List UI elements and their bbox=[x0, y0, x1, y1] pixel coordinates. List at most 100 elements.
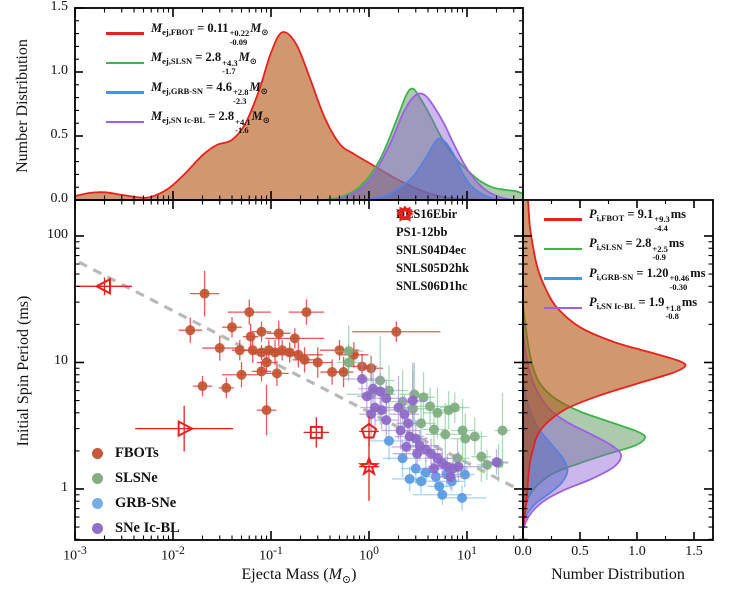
right-kde-curves bbox=[524, 201, 687, 530]
data-point bbox=[185, 325, 196, 336]
data-point bbox=[476, 451, 487, 462]
legend-label: Pi,GRB-SN = 1.20 +0.46 -0.30 ms bbox=[589, 265, 706, 292]
legend-label: PS1-12bb bbox=[396, 224, 448, 239]
kde-fill-GRB-SN bbox=[524, 384, 568, 520]
legend-item-ej-grb-sn: Mej,GRB-SN = 4.6 +2.8 -2.3 M⊙ bbox=[106, 80, 270, 105]
series-fbots bbox=[178, 270, 441, 436]
legend-item-fbots: FBOTs bbox=[92, 445, 180, 462]
legend-item-snls05d2hk: SNLS05D2hk bbox=[396, 208, 469, 276]
y-tick-label: 100 bbox=[47, 226, 68, 242]
data-point bbox=[449, 402, 460, 413]
legend-dot bbox=[92, 498, 103, 509]
right-x-tick-label: 0.0 bbox=[514, 544, 532, 559]
data-point bbox=[338, 367, 349, 378]
data-point bbox=[271, 368, 282, 379]
data-point bbox=[261, 357, 272, 368]
legend-label: Mej,SN Ic-BL = 2.8 +4.1 -1.6 M⊙ bbox=[151, 109, 270, 136]
legend-label: Mej,GRB-SN = 4.6 +2.8 -2.3 M⊙ bbox=[151, 79, 268, 106]
legend-dot bbox=[92, 473, 103, 484]
x-label-suffix: ) bbox=[351, 566, 357, 583]
data-point bbox=[375, 386, 386, 397]
data-point bbox=[343, 346, 354, 357]
legend-spin-period: Pi,FBOT = 9.1 +9.3 -4.4 ms Pi,SLSN = 2.8 +2.5… bbox=[544, 207, 706, 325]
data-point bbox=[256, 366, 267, 377]
data-point bbox=[397, 453, 408, 464]
right-x-tick-label: 1.5 bbox=[685, 544, 703, 559]
legend-item-slsne: SLSNe bbox=[92, 470, 180, 487]
y-tick-label: 1 bbox=[61, 479, 68, 495]
legend-label: SNe Ic-BL bbox=[115, 520, 180, 536]
data-point bbox=[457, 492, 468, 503]
kde-line-FBOT bbox=[524, 201, 687, 527]
pentagon-marker bbox=[397, 206, 413, 221]
legend-item-sne-ic-bl: SNe Ic-BL bbox=[92, 520, 180, 537]
data-point bbox=[410, 463, 421, 474]
data-point bbox=[432, 407, 443, 418]
data-point bbox=[404, 473, 415, 484]
right-panel-frame bbox=[522, 199, 714, 541]
legend-line-sample bbox=[106, 32, 144, 36]
data-point bbox=[401, 441, 412, 452]
legend-item-ps1-12bb: PS1-12bb bbox=[396, 206, 469, 240]
right-panel-x-axis-label: Number Distribution bbox=[551, 566, 685, 583]
data-point bbox=[234, 345, 245, 356]
kde-fill-FBOT bbox=[76, 32, 462, 199]
legend-line-sample bbox=[544, 218, 582, 222]
legend-item-ej-slsn: Mej,SLSN = 2.8 +4.3 -1.7 M⊙ bbox=[106, 50, 270, 75]
legend-item-i-fbot: Pi,FBOT = 9.1 +9.3 -4.4 ms bbox=[544, 207, 706, 232]
legend-item-grb-sne: GRB-SNe bbox=[92, 495, 180, 512]
legend-label: DES16Ebir bbox=[396, 206, 458, 221]
data-point bbox=[366, 409, 377, 420]
data-point bbox=[343, 357, 354, 368]
data-point bbox=[407, 395, 418, 406]
legend-item-i-sn-ic-bl: Pi,SN Ic-BL = 1.9 +1.8 -0.8 ms bbox=[544, 295, 706, 320]
legend-item-i-grb-sn: Pi,GRB-SN = 1.20 +0.46 -0.30 ms bbox=[544, 266, 706, 291]
data-point bbox=[244, 307, 255, 318]
data-point bbox=[434, 481, 445, 492]
legend-label: Pi,SN Ic-BL = 1.9 +1.8 -0.8 ms bbox=[589, 295, 698, 322]
legend-label: Pi,FBOT = 9.1 +9.3 -4.4 ms bbox=[589, 207, 687, 233]
special-points bbox=[77, 277, 381, 501]
x-tick-label: 10-1 bbox=[259, 544, 283, 564]
data-point bbox=[221, 382, 232, 393]
legend-label: SNLS05D2hk bbox=[396, 260, 469, 275]
data-point bbox=[334, 345, 345, 356]
legend-line-sample bbox=[106, 91, 144, 94]
main-y-axis-label: Initial Spin Period (ms) bbox=[15, 295, 32, 447]
data-point bbox=[301, 307, 312, 318]
data-point bbox=[199, 288, 210, 299]
legend-series: FBOTs SLSNe GRB-SNe SNe Ic-BL bbox=[92, 445, 180, 545]
data-point bbox=[457, 425, 468, 436]
legend-line-sample bbox=[544, 277, 582, 280]
data-point bbox=[412, 448, 423, 459]
data-point bbox=[418, 392, 429, 403]
data-point bbox=[482, 459, 493, 470]
kde-line-GRB-SN bbox=[364, 137, 504, 199]
legend-item-ej-fbot: Mej,FBOT = 0.11 +0.22 -0.09 M⊙ bbox=[106, 21, 270, 46]
legend-item-snls06d1hc: SNLS06D1hc bbox=[396, 206, 469, 294]
data-point bbox=[384, 435, 395, 446]
legend-label: SLSNe bbox=[115, 470, 158, 486]
data-point bbox=[460, 433, 471, 444]
data-point bbox=[214, 343, 225, 354]
legend-line-sample bbox=[544, 247, 582, 251]
data-point bbox=[261, 405, 272, 416]
legend-ejecta-mass: Mej,FBOT = 0.11 +0.22 -0.09 M⊙ Mej,SLSN = 2.… bbox=[106, 21, 270, 139]
star-marker bbox=[357, 455, 381, 477]
data-point bbox=[236, 369, 247, 380]
data-point bbox=[284, 347, 295, 358]
data-point bbox=[299, 354, 310, 365]
top-y-tick-label: 1.0 bbox=[50, 63, 69, 78]
data-point bbox=[428, 424, 439, 435]
kde-fill-GRB-SN bbox=[370, 138, 497, 199]
data-point bbox=[453, 461, 464, 472]
x-label-prefix: Ejecta Mass ( bbox=[241, 566, 329, 583]
kde-fill-SN Ic-BL bbox=[338, 93, 508, 199]
legend-label: Mej,SLSN = 2.8 +4.3 -1.7 M⊙ bbox=[151, 50, 257, 77]
legend-item-i-slsn: Pi,SLSN = 2.8 +2.5 -0.9 ms bbox=[544, 236, 706, 261]
kde-fill-SLSN bbox=[331, 88, 522, 199]
main-x-axis-label: Ejecta Mass (M⊙) bbox=[75, 566, 523, 586]
legend-item-snls04d4ec: SNLS04D4ec bbox=[396, 206, 469, 258]
right-x-tick-label: 0.5 bbox=[571, 544, 589, 559]
